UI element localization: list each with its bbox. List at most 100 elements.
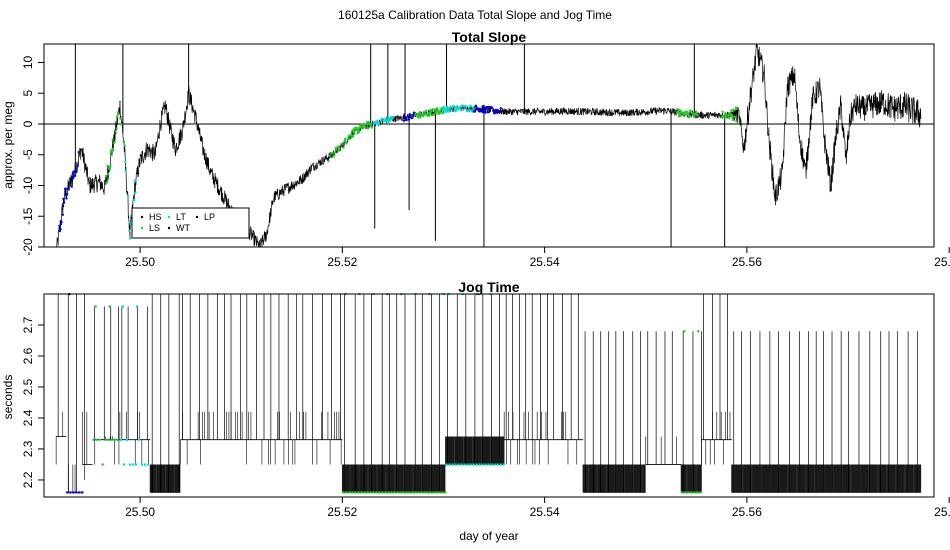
total-slope-point-wt bbox=[405, 116, 408, 120]
jog-time-point-lt bbox=[487, 463, 490, 466]
jog-time-point-ls bbox=[393, 491, 396, 494]
jog-time-point-lt bbox=[490, 463, 493, 466]
jog-time-spikes bbox=[182, 294, 341, 440]
jog-time-point-ls bbox=[390, 491, 393, 494]
total-slope-point-ls bbox=[439, 111, 442, 115]
total-slope-point-ls bbox=[123, 144, 126, 148]
total-slope-frame bbox=[43, 43, 935, 248]
total-slope-xtick-label: 25.58 bbox=[934, 255, 950, 269]
total-slope-ytick-label: -15 bbox=[21, 207, 35, 225]
total-slope-ytick-label: 10 bbox=[21, 55, 35, 69]
jog-time-point-ls bbox=[363, 491, 366, 494]
total-slope-ytick-label: 0 bbox=[21, 120, 35, 127]
total-slope-point-ls bbox=[696, 113, 699, 117]
total-slope-point-ls bbox=[110, 153, 113, 157]
total-slope-point-ls bbox=[360, 123, 363, 126]
total-slope-point-ls bbox=[430, 110, 433, 113]
total-slope-point-ls bbox=[334, 146, 338, 149]
jog-time-spikes bbox=[733, 331, 918, 493]
total-slope-point-lt bbox=[459, 108, 463, 112]
total-slope-point-ls bbox=[363, 123, 366, 126]
jog-time-panel: Jog Time seconds 25.5025.5225.5425.5625.… bbox=[1, 279, 950, 519]
jog-time-band bbox=[701, 411, 731, 465]
jog-time-point-lt bbox=[502, 463, 505, 466]
total-slope-point-wt bbox=[405, 118, 408, 122]
jog-time-point-ls bbox=[417, 491, 420, 494]
x-axis-label: day of year bbox=[459, 529, 518, 543]
total-slope-point-wt bbox=[481, 110, 485, 114]
jog-time-point-lt bbox=[478, 463, 481, 466]
total-slope-point-ls bbox=[332, 154, 336, 157]
total-slope-point-wt bbox=[74, 170, 78, 173]
total-slope-point-wt bbox=[71, 176, 75, 180]
total-slope-point-wt bbox=[473, 109, 477, 112]
jog-time-frame bbox=[43, 293, 935, 498]
jog-time-point-ls bbox=[110, 438, 113, 441]
jog-time-point-lt bbox=[460, 463, 463, 466]
total-slope-point-wt bbox=[485, 108, 488, 111]
total-slope-point-wt bbox=[474, 105, 478, 108]
total-slope-point-ls bbox=[731, 115, 734, 118]
jog-time-point-lt bbox=[137, 438, 141, 441]
jog-time-point-ls bbox=[432, 491, 435, 494]
total-slope-point-ls bbox=[357, 130, 361, 134]
total-slope-point-ls bbox=[364, 125, 367, 129]
jog-time-point-ls bbox=[95, 438, 98, 441]
total-slope-point-ls bbox=[689, 109, 692, 113]
total-slope-point-ls bbox=[345, 142, 348, 145]
jog-time-point-ls bbox=[381, 491, 384, 494]
total-slope-point-ls bbox=[111, 147, 115, 151]
total-slope-point-lt bbox=[134, 191, 137, 195]
jog-time-point-ls bbox=[690, 491, 693, 494]
figure-title: 160125a Calibration Data Total Slope and… bbox=[338, 8, 612, 22]
total-slope-point-wt bbox=[411, 114, 415, 117]
total-slope-point-ls bbox=[369, 123, 372, 127]
total-slope-point-ls bbox=[677, 111, 680, 114]
total-slope-point-wt bbox=[407, 118, 411, 121]
jog-time-spikes bbox=[682, 331, 702, 493]
jog-time-spikes bbox=[344, 294, 440, 493]
jog-time-band bbox=[582, 464, 646, 493]
jog-time-point-ls bbox=[357, 491, 360, 494]
jog-time-point-ls bbox=[387, 491, 390, 494]
total-slope-point-wt bbox=[59, 228, 62, 231]
total-slope-point-wt bbox=[61, 204, 65, 208]
total-slope-point-ls bbox=[327, 159, 330, 163]
jog-time-point-lt bbox=[457, 463, 460, 466]
jog-time-spikes bbox=[447, 294, 500, 465]
jog-time-point-ls bbox=[104, 438, 107, 441]
jog-time-point-lt bbox=[496, 463, 499, 466]
jog-time-band bbox=[149, 464, 181, 493]
total-slope-point-ls bbox=[367, 120, 370, 124]
legend-marker-lp bbox=[195, 215, 199, 219]
jog-time-point-wt bbox=[75, 491, 78, 494]
jog-time-spikes bbox=[647, 331, 673, 465]
total-slope-point-wt bbox=[65, 192, 69, 196]
jog-time-point-ls bbox=[369, 491, 372, 494]
total-slope-point-lt bbox=[379, 119, 383, 123]
jog-time-xtick-label: 25.50 bbox=[125, 505, 155, 519]
total-slope-point-ls bbox=[436, 109, 440, 113]
total-slope-point-ls bbox=[366, 127, 370, 130]
total-slope-point-ls bbox=[689, 114, 692, 118]
jog-time-spikes bbox=[94, 306, 119, 440]
total-slope-point-ls bbox=[122, 140, 126, 144]
total-slope-series bbox=[56, 43, 922, 249]
total-slope-ytick-label: -10 bbox=[21, 176, 35, 194]
jog-time-ytick-label: 2.3 bbox=[21, 440, 35, 457]
total-slope-point-ls bbox=[333, 151, 337, 154]
total-slope-point-wt bbox=[411, 116, 414, 120]
total-slope-point-wt bbox=[62, 201, 66, 204]
total-slope-point-ls bbox=[734, 115, 737, 119]
total-slope-panel: Total Slope approx. per meg 25.50 25.52 25… bbox=[1, 29, 950, 269]
total-slope-point-lt bbox=[448, 110, 451, 113]
jog-time-point-lt bbox=[448, 463, 451, 466]
jog-time-title: Jog Time bbox=[458, 279, 519, 295]
total-slope-point-ls bbox=[721, 116, 724, 119]
jog-time-point-lt bbox=[493, 463, 496, 466]
jog-time-point-ls bbox=[420, 491, 423, 494]
total-slope-point-ls bbox=[106, 164, 109, 168]
total-slope-point-ls bbox=[731, 118, 735, 122]
total-slope-point-wt bbox=[65, 197, 68, 200]
